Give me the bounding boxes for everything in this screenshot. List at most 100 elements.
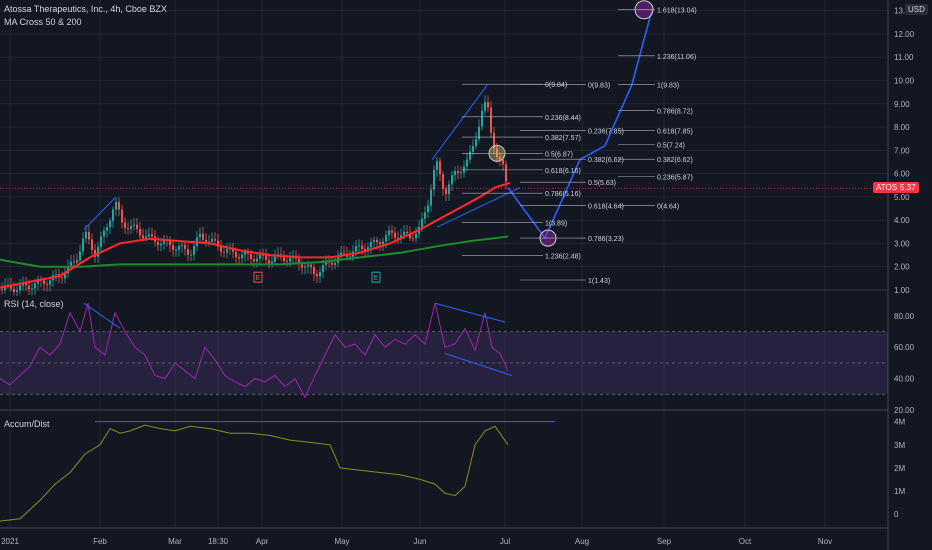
candle-body[interactable] — [169, 240, 171, 246]
candle-body[interactable] — [256, 258, 258, 262]
candle-body[interactable] — [187, 249, 189, 255]
candle-body[interactable] — [379, 242, 381, 245]
ma50-line[interactable] — [0, 181, 511, 289]
candle-body[interactable] — [319, 271, 321, 277]
candle-body[interactable] — [334, 262, 336, 265]
candle-body[interactable] — [103, 230, 105, 237]
candle-body[interactable] — [244, 251, 246, 255]
accum-dist-pane[interactable] — [0, 421, 555, 522]
candle-body[interactable] — [394, 232, 396, 238]
candle-body[interactable] — [61, 277, 63, 279]
candle-body[interactable] — [265, 255, 267, 260]
candle-body[interactable] — [205, 239, 207, 244]
candle-body[interactable] — [259, 254, 261, 259]
candle-body[interactable] — [136, 224, 138, 230]
earnings-marker[interactable] — [371, 271, 381, 283]
trend-line[interactable] — [431, 84, 488, 160]
candle-body[interactable] — [481, 110, 483, 127]
candle-body[interactable] — [46, 283, 48, 285]
candle-body[interactable] — [361, 245, 363, 249]
candle-body[interactable] — [73, 261, 75, 263]
candle-body[interactable] — [451, 175, 453, 185]
candle-body[interactable] — [445, 188, 447, 195]
candle-body[interactable] — [151, 234, 153, 237]
candle-body[interactable] — [403, 231, 405, 236]
candle-body[interactable] — [475, 139, 477, 146]
candle-body[interactable] — [457, 171, 459, 173]
rsi-line[interactable] — [0, 303, 509, 399]
candle-body[interactable] — [448, 184, 450, 195]
candle-body[interactable] — [82, 238, 84, 252]
candle-body[interactable] — [289, 258, 291, 262]
trend-line[interactable] — [436, 187, 521, 228]
candle-body[interactable] — [160, 243, 162, 246]
candle-body[interactable] — [241, 254, 243, 259]
ad-line[interactable] — [0, 424, 509, 522]
candle-body[interactable] — [130, 225, 132, 229]
candle-body[interactable] — [31, 288, 33, 290]
candle-body[interactable] — [145, 236, 147, 239]
candle-body[interactable] — [412, 238, 414, 240]
candle-body[interactable] — [505, 164, 507, 182]
candle-body[interactable] — [493, 132, 495, 149]
candle-body[interactable] — [214, 239, 216, 241]
candle-body[interactable] — [199, 233, 201, 238]
rsi-divergence-line[interactable] — [83, 302, 121, 329]
candle-body[interactable] — [430, 189, 432, 206]
projection-path[interactable] — [507, 9, 653, 240]
candle-body[interactable] — [376, 239, 378, 243]
candle-body[interactable] — [223, 251, 225, 253]
candle-body[interactable] — [268, 259, 270, 264]
candle-body[interactable] — [370, 241, 372, 248]
candle-body[interactable] — [355, 246, 357, 252]
candle-body[interactable] — [436, 161, 438, 170]
candle-body[interactable] — [238, 257, 240, 259]
candle-body[interactable] — [97, 246, 99, 257]
candle-body[interactable] — [385, 235, 387, 242]
candle-body[interactable] — [202, 233, 204, 240]
candle-body[interactable] — [124, 222, 126, 228]
rsi-divergence-line[interactable] — [444, 353, 513, 376]
candle-body[interactable] — [172, 245, 174, 250]
candle-body[interactable] — [13, 288, 15, 293]
candle-body[interactable] — [148, 234, 150, 237]
candle-body[interactable] — [349, 256, 351, 258]
candle-body[interactable] — [484, 101, 486, 111]
candle-body[interactable] — [217, 240, 219, 247]
candle-body[interactable] — [76, 260, 78, 263]
candle-body[interactable] — [193, 245, 195, 255]
candle-body[interactable] — [316, 274, 318, 277]
candle-body[interactable] — [499, 156, 501, 160]
candle-body[interactable] — [253, 259, 255, 262]
candle-body[interactable] — [262, 254, 264, 256]
candle-body[interactable] — [472, 145, 474, 152]
earnings-marker[interactable] — [253, 271, 263, 283]
candle-body[interactable] — [409, 233, 411, 239]
candle-body[interactable] — [19, 285, 21, 291]
candle-body[interactable] — [112, 209, 114, 221]
candle-body[interactable] — [115, 201, 117, 210]
candle-body[interactable] — [49, 280, 51, 285]
candle-body[interactable] — [121, 209, 123, 223]
candle-body[interactable] — [298, 258, 300, 265]
candle-body[interactable] — [157, 241, 159, 246]
candle-body[interactable] — [79, 251, 81, 261]
candle-body[interactable] — [88, 231, 90, 240]
candle-body[interactable] — [301, 264, 303, 268]
candle-body[interactable] — [421, 218, 423, 228]
candle-body[interactable] — [1, 288, 3, 290]
candle-body[interactable] — [226, 248, 228, 253]
candle-body[interactable] — [37, 279, 39, 284]
candle-body[interactable] — [478, 126, 480, 140]
candle-body[interactable] — [67, 266, 69, 274]
candle-body[interactable] — [424, 212, 426, 219]
candle-body[interactable] — [127, 227, 129, 229]
candle-body[interactable] — [184, 244, 186, 250]
candle-body[interactable] — [307, 264, 309, 267]
candle-body[interactable] — [64, 273, 66, 279]
candle-body[interactable] — [247, 251, 249, 254]
candle-body[interactable] — [388, 230, 390, 236]
candle-body[interactable] — [310, 264, 312, 268]
candle-body[interactable] — [28, 285, 30, 290]
candle-body[interactable] — [487, 101, 489, 108]
